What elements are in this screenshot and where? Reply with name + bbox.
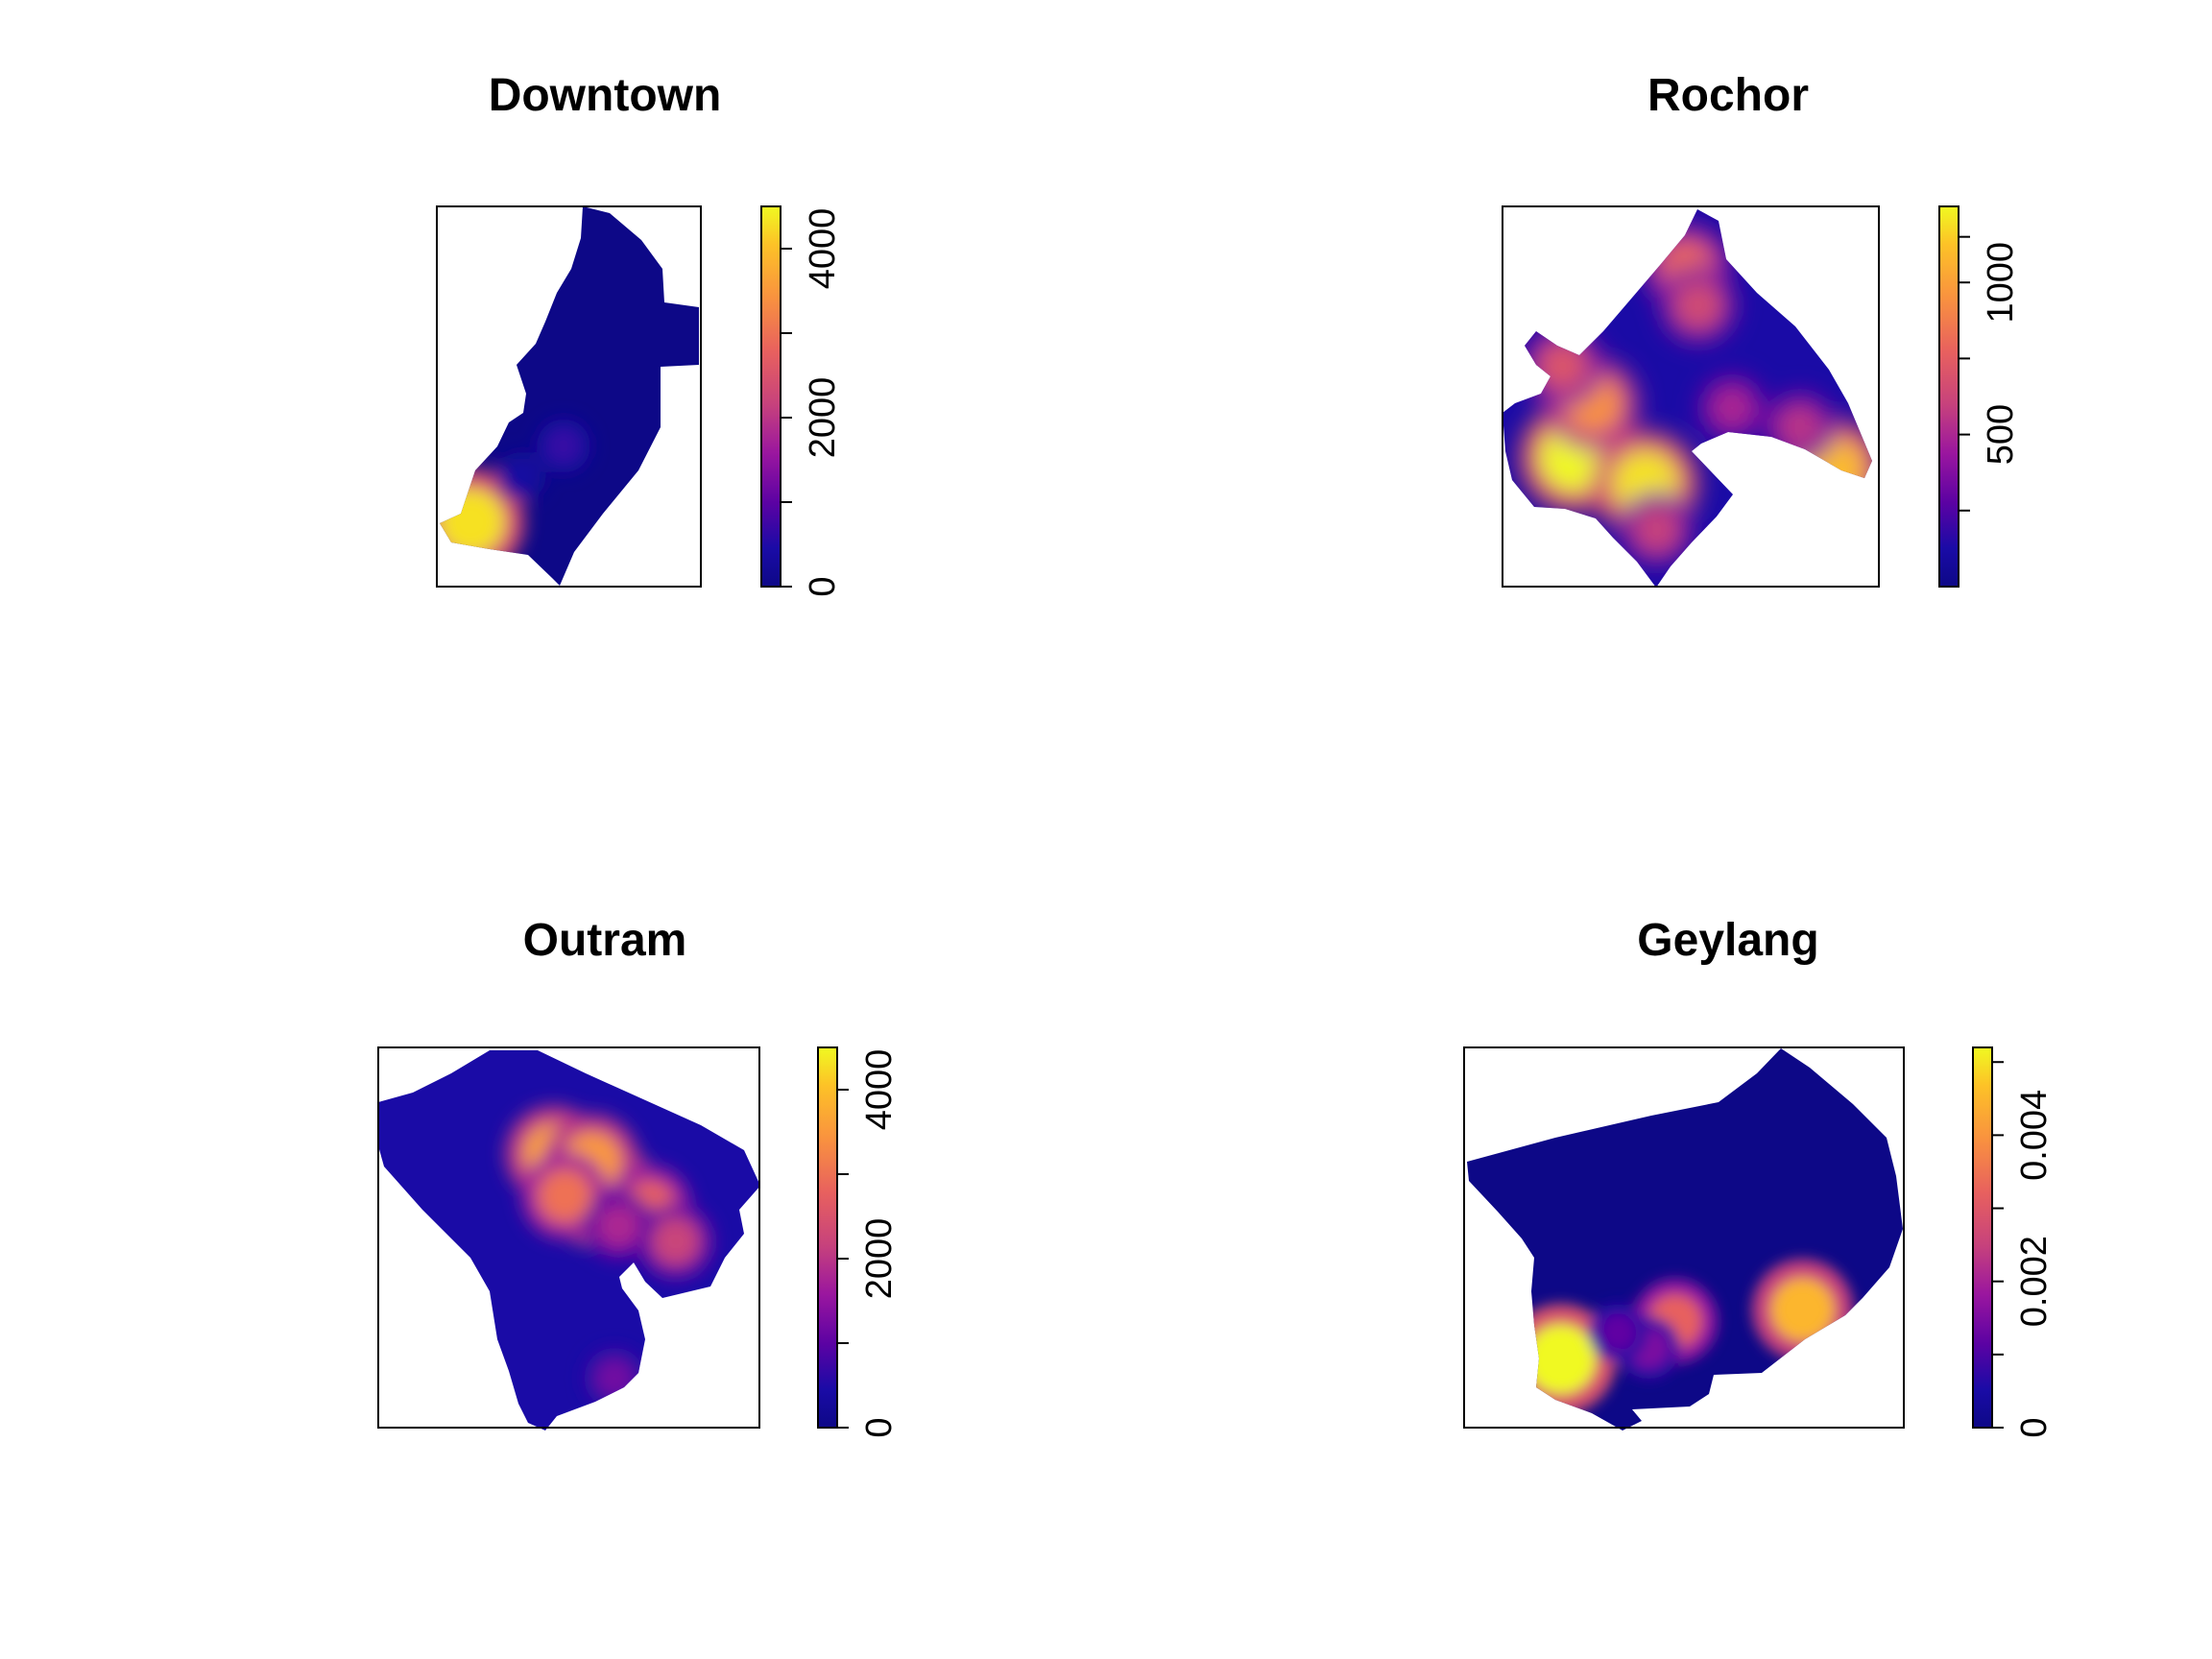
colorbar-gradient xyxy=(1938,205,1960,588)
colorbar-tick-label: 0.004 xyxy=(2014,1090,2055,1181)
colorbar-tick-label: 500 xyxy=(1981,404,2021,465)
density-map xyxy=(1467,1048,1903,1431)
density-map xyxy=(377,1050,760,1431)
hotspot xyxy=(1599,1313,1637,1352)
hotspot xyxy=(595,1358,635,1398)
colorbar-tick-label: 0 xyxy=(2014,1417,2055,1437)
hotspot xyxy=(506,461,537,493)
colorbar-tick-label: 0.002 xyxy=(2014,1236,2055,1327)
panel-title: Rochor xyxy=(1647,70,1809,121)
hotspot xyxy=(1710,386,1754,430)
colorbar-tick-label: 2000 xyxy=(803,377,843,459)
hotspots xyxy=(505,1105,714,1409)
panel-rochor: Rochor 500 1000 xyxy=(1502,70,2021,588)
hotspot xyxy=(1777,404,1823,450)
plot-frame xyxy=(377,1046,760,1429)
plot-frame xyxy=(1463,1046,1905,1429)
hotspot xyxy=(1770,1278,1835,1342)
colorbar-tick-label: 1000 xyxy=(1981,242,2021,324)
colorbar: 0 2000 4000 xyxy=(760,205,843,597)
colorbar-gradient xyxy=(760,205,781,588)
hotspot xyxy=(596,1204,640,1248)
colorbar: 0 2000 4000 xyxy=(817,1046,900,1438)
panel-title: Downtown xyxy=(489,70,722,121)
colorbar-tick-label: 2000 xyxy=(859,1218,900,1300)
density-map xyxy=(440,206,699,586)
panel-geylang: Geylang 0 0.002 0.004 xyxy=(1463,915,2055,1438)
density-map xyxy=(1503,209,1872,588)
panel-outram: Outram 0 2000 4000 xyxy=(377,915,900,1438)
hotspot xyxy=(1633,506,1681,554)
colorbar-tick-label: 4000 xyxy=(859,1049,900,1131)
panel-downtown: Downtown 0 2000 4000 xyxy=(436,70,843,597)
plot-frame xyxy=(436,205,702,588)
colorbar-gradient xyxy=(817,1046,838,1429)
colorbar-gradient xyxy=(1972,1046,1993,1429)
colorbar-tick-label: 0 xyxy=(859,1417,900,1437)
hotspot xyxy=(651,1217,700,1265)
colorbar: 500 1000 xyxy=(1938,205,2021,588)
panel-title: Outram xyxy=(523,915,687,966)
hotspot xyxy=(440,488,505,556)
hotspot xyxy=(1537,341,1589,392)
colorbar: 0 0.002 0.004 xyxy=(1972,1046,2055,1438)
plot-frame xyxy=(1502,205,1880,588)
hotspot xyxy=(537,1167,593,1224)
colorbar-tick-label: 0 xyxy=(803,576,843,596)
hotspot xyxy=(546,429,581,463)
colorbar-tick-label: 4000 xyxy=(803,208,843,290)
hotspot xyxy=(1673,280,1723,330)
panel-title: Geylang xyxy=(1637,915,1818,966)
hotspot xyxy=(1526,1324,1596,1394)
